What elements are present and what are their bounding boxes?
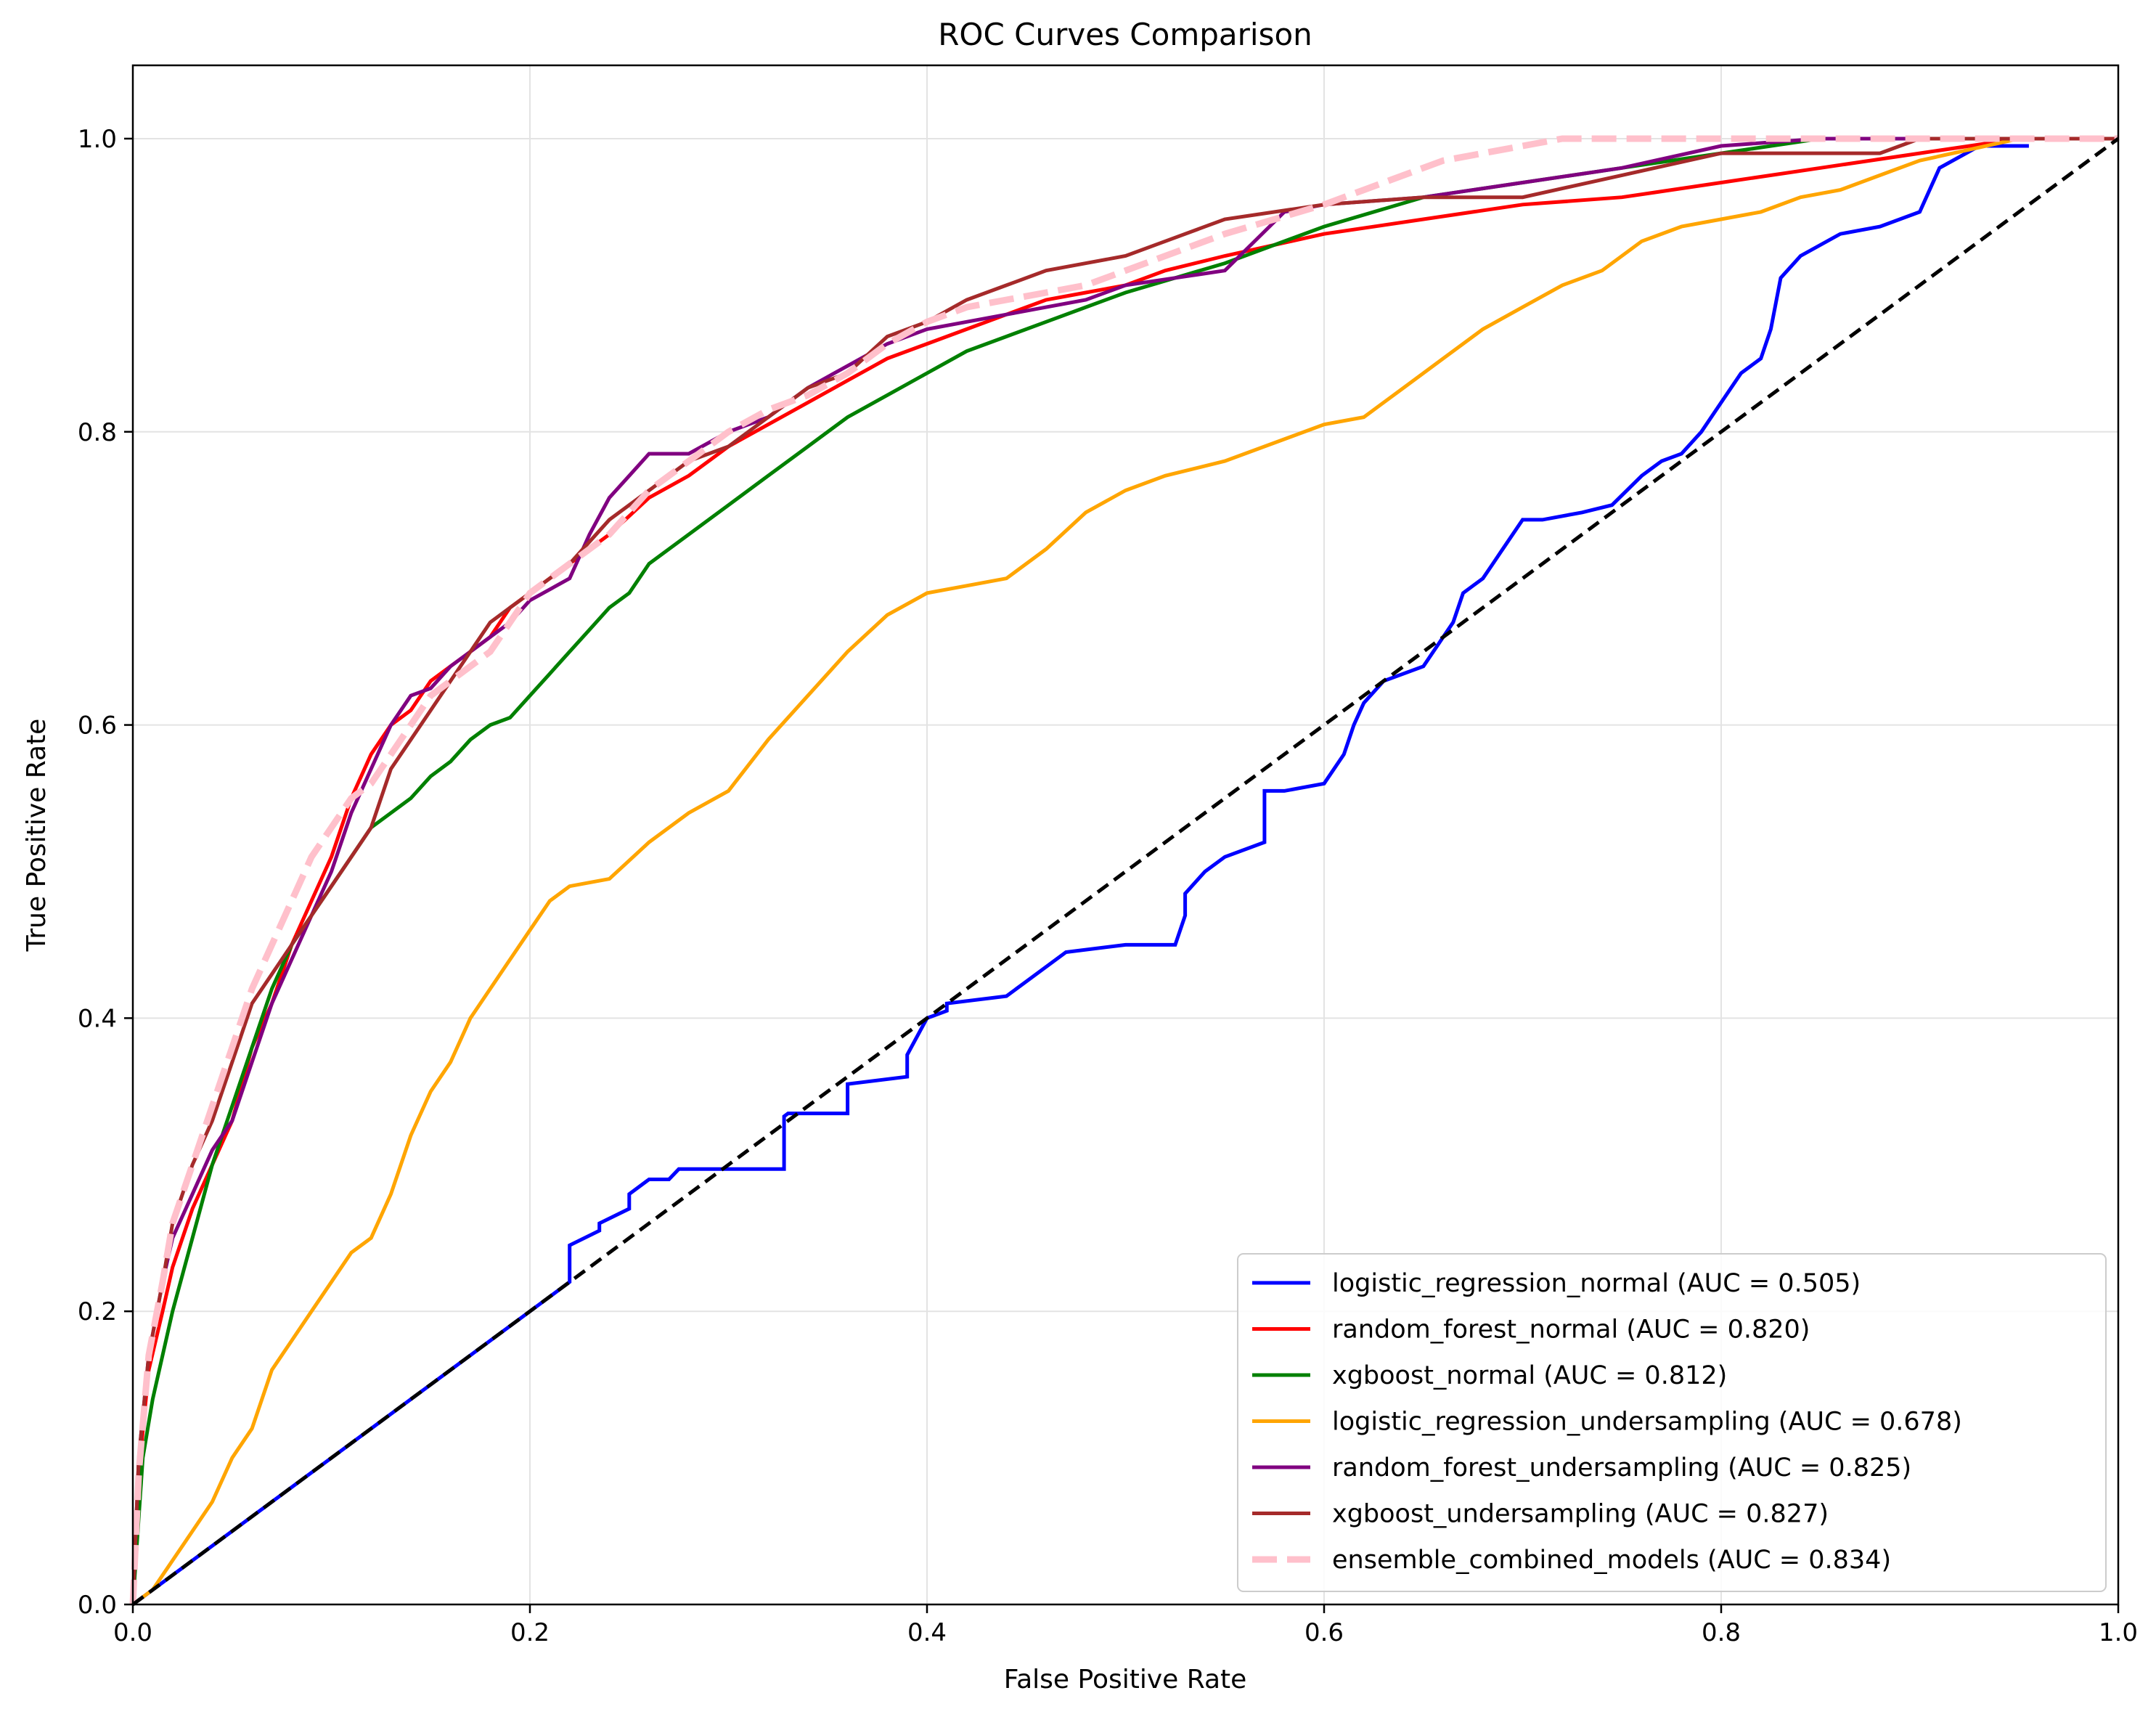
legend-box	[1237, 1253, 2107, 1592]
chart-title: ROC Curves Comparison	[938, 17, 1312, 52]
y-axis-label: True Positive Rate	[22, 719, 52, 953]
y-tick-label: 0.4	[78, 1004, 117, 1033]
series-line-ensemble-combined-models	[129, 135, 2118, 1605]
x-tick-label: 0.4	[907, 1618, 947, 1647]
legend-label-ensemble-combined-models: ensemble_combined_models (AUC = 0.834)	[1332, 1546, 1891, 1575]
series-line-logistic-regression-undersampling	[131, 136, 2118, 1607]
legend-label-xgboost-undersampling: xgboost_undersampling (AUC = 0.827)	[1332, 1500, 1829, 1529]
y-tick-label: 0.8	[78, 418, 117, 447]
ticks: 0.0 0.2 0.4 0.6 0.8 1.0 0.0 0.2 0.4 0.6 0.8 1.0	[78, 125, 2138, 1647]
x-tick-label: 0.8	[1702, 1618, 1741, 1647]
series-line-xgboost-normal	[131, 136, 2118, 1605]
x-tick-label: 1.0	[2099, 1618, 2138, 1647]
x-tick-label: 0.0	[113, 1618, 152, 1647]
y-tick-label: 0.6	[78, 711, 117, 741]
y-tick-label: 0.2	[78, 1297, 117, 1326]
reference-group	[131, 136, 2120, 1607]
x-axis-label: False Positive Rate	[1004, 1665, 1247, 1694]
y-tick-label: 0.0	[78, 1591, 117, 1620]
x-tick-label: 0.2	[510, 1618, 550, 1647]
y-tick-label: 1.0	[78, 125, 117, 154]
legend-label-random-forest-undersampling: random_forest_undersampling (AUC = 0.825…	[1332, 1453, 1911, 1483]
legend-label-random-forest-normal: random_forest_normal (AUC = 0.820)	[1332, 1316, 1810, 1345]
series-line-xgboost-undersampling	[131, 136, 2118, 1605]
series-line-logistic-regression-normal	[131, 144, 2029, 1607]
series-group	[129, 135, 2118, 1607]
legend: logistic_regression_normal (AUC = 0.505)…	[1237, 1253, 2107, 1592]
legend-label-logistic-regression-normal: logistic_regression_normal (AUC = 0.505)	[1332, 1269, 1861, 1298]
legend-label-logistic-regression-undersampling: logistic_regression_undersampling (AUC =…	[1332, 1408, 1962, 1437]
x-tick-label: 0.6	[1304, 1618, 1344, 1647]
chance-diagonal-line	[131, 136, 2120, 1607]
plot-frame	[131, 64, 2120, 1606]
legend-label-xgboost-normal: xgboost_normal (AUC = 0.812)	[1332, 1361, 1727, 1390]
